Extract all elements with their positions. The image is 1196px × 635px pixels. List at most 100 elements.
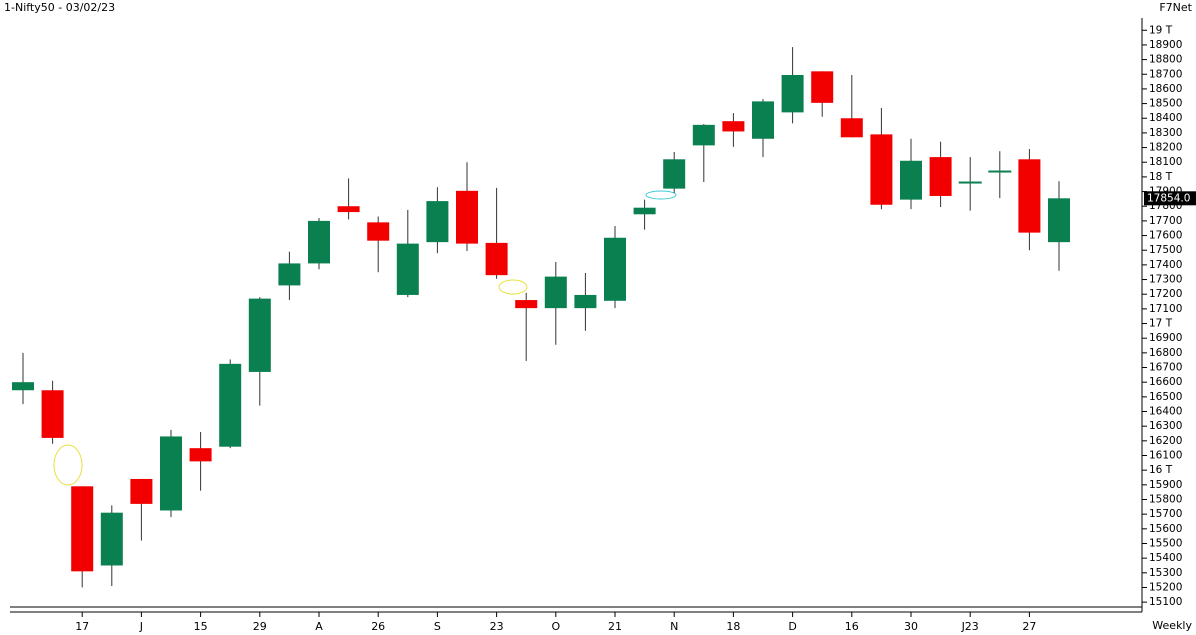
y-tick-label: 16 T	[1149, 464, 1173, 476]
y-tick-label: 18100	[1149, 156, 1182, 168]
candle-body	[426, 201, 449, 243]
y-tick-label: 15100	[1149, 596, 1182, 608]
candle-body	[219, 363, 242, 447]
annotation-ellipse	[498, 279, 528, 295]
y-tick-label: 16800	[1149, 347, 1182, 359]
y-tick-label: 15300	[1149, 567, 1182, 579]
y-tick-label: 15400	[1149, 552, 1182, 564]
annotation-ellipse	[53, 444, 83, 486]
y-tick-label: 18800	[1149, 54, 1182, 66]
y-tick-label: 15200	[1149, 581, 1182, 593]
y-tick-label: 16500	[1149, 391, 1182, 403]
candle-body	[1018, 159, 1041, 233]
x-tick-label: 26	[371, 620, 385, 633]
y-tick-label: 18500	[1149, 98, 1182, 110]
y-tick-label: 18600	[1149, 83, 1182, 95]
x-tick-label: 15	[194, 620, 208, 633]
y-tick-label: 16600	[1149, 376, 1182, 388]
candle-body	[41, 390, 64, 438]
y-tick-label: 15700	[1149, 508, 1182, 520]
last-price-box	[1144, 191, 1196, 206]
x-tick-label: D	[788, 620, 796, 633]
candle-body	[160, 436, 182, 511]
chart-title: 1-Nifty50 - 03/02/23	[4, 1, 115, 14]
candle-body	[574, 294, 597, 309]
candle-body	[1048, 198, 1070, 243]
x-tick-label: 29	[253, 620, 267, 633]
y-tick-label: 15600	[1149, 523, 1182, 535]
x-tick-label: J23	[961, 620, 979, 633]
y-tick-label: 18400	[1149, 112, 1182, 124]
candle-body	[456, 190, 478, 244]
period-label: Weekly	[1152, 619, 1192, 632]
x-tick-label: N	[670, 620, 678, 633]
y-tick-label: 18200	[1149, 142, 1182, 154]
candle-body	[308, 220, 330, 264]
y-tick-label: 16700	[1149, 362, 1182, 374]
candle-body	[929, 157, 952, 196]
y-tick-label: 16400	[1149, 406, 1182, 418]
candle-body	[870, 134, 893, 205]
candle-body	[663, 159, 686, 189]
candle-body	[544, 276, 567, 309]
y-tick-label: 18 T	[1149, 171, 1173, 183]
y-tick-label: 16200	[1149, 435, 1182, 447]
candle-body	[396, 243, 419, 295]
candle-body	[840, 118, 863, 138]
candle-body	[189, 448, 212, 462]
x-tick-label: S	[434, 620, 441, 633]
candle-body	[604, 237, 626, 301]
source-label: F7Net	[1159, 1, 1192, 14]
y-tick-label: 18300	[1149, 127, 1182, 139]
candle-body	[100, 512, 123, 566]
y-tick-label: 17 T	[1149, 318, 1173, 330]
last-price-label: 17854.0	[1147, 192, 1190, 204]
x-tick-label: J	[139, 620, 143, 633]
x-tick-label: 16	[845, 620, 859, 633]
y-tick-label: 15500	[1149, 537, 1182, 549]
x-tick-label: 21	[608, 620, 622, 633]
candle-body	[248, 298, 271, 372]
candle-body	[811, 71, 834, 103]
candle-body	[722, 121, 745, 132]
candle-body	[900, 160, 922, 200]
candle-body	[337, 206, 360, 213]
y-tick-label: 17400	[1149, 259, 1182, 271]
y-tick-label: 17100	[1149, 303, 1182, 315]
x-tick-label: 23	[490, 620, 504, 633]
candle-body	[278, 263, 301, 286]
y-tick-label: 16300	[1149, 420, 1182, 432]
x-tick-label: A	[315, 620, 323, 633]
candle-body	[781, 74, 804, 113]
y-tick-label: 17300	[1149, 274, 1182, 286]
y-tick-label: 18700	[1149, 68, 1182, 80]
annotation-ellipse	[645, 190, 677, 200]
y-tick-label: 15800	[1149, 493, 1182, 505]
y-tick-label: 16100	[1149, 450, 1182, 462]
y-tick-label: 15900	[1149, 479, 1182, 491]
y-tick-label: 16900	[1149, 332, 1182, 344]
candle-body	[71, 486, 94, 572]
x-tick-label: O	[551, 620, 560, 633]
candle-body	[988, 170, 1012, 173]
y-tick-label: 18900	[1149, 39, 1182, 51]
candle-body	[130, 478, 153, 504]
candle-body	[367, 222, 390, 241]
candle-body	[633, 207, 656, 215]
y-tick-label: 19 T	[1149, 24, 1173, 36]
candle-body	[692, 124, 715, 146]
x-tick-label: 18	[726, 620, 740, 633]
y-tick-label: 17500	[1149, 244, 1182, 256]
candle-body	[752, 101, 774, 139]
y-tick-label: 17600	[1149, 230, 1182, 242]
candle-body	[958, 181, 982, 184]
x-tick-label: 30	[904, 620, 918, 633]
x-tick-label: 17	[75, 620, 89, 633]
candle-body	[515, 300, 538, 309]
y-tick-label: 17200	[1149, 288, 1182, 300]
candle-body	[485, 242, 508, 276]
y-tick-label: 17700	[1149, 215, 1182, 227]
candle-body	[12, 382, 34, 391]
x-tick-label: 27	[1022, 620, 1036, 633]
